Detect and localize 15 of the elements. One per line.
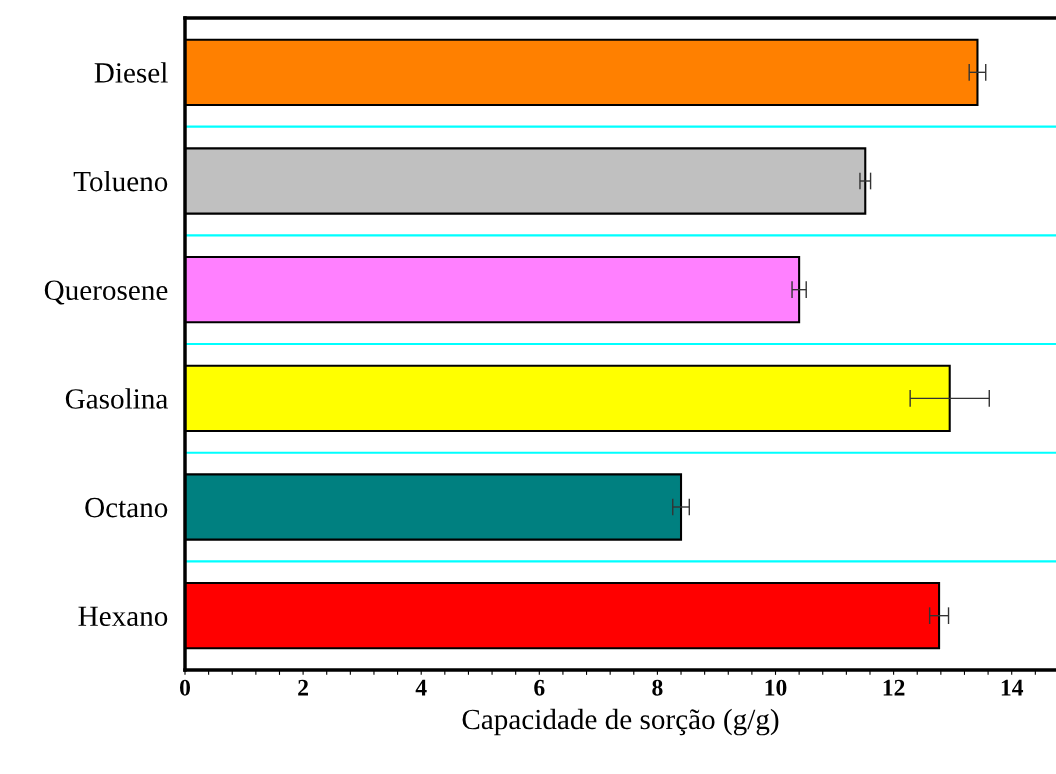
x-tick-label: 10 (765, 679, 787, 696)
x-tick-label: 0 (180, 679, 190, 696)
y-tick-label: Hexano (78, 606, 168, 627)
y-tick-label: Querosene (44, 280, 168, 305)
x-tick-label: 4 (415, 679, 427, 696)
y-tick-label: Octano (85, 497, 168, 518)
y-tick-label: Gasolina (65, 388, 168, 409)
x-axis-title: Capacidade de sorção (g/g) (462, 708, 779, 736)
y-tick-label: Tolueno (73, 170, 168, 192)
x-tick-label: 2 (298, 679, 308, 696)
x-tick-label: 8 (652, 679, 663, 696)
x-tick-label: 6 (534, 679, 545, 696)
x-tick-label: 12 (883, 679, 905, 696)
x-tick-label: 14 (1001, 679, 1024, 696)
y-tick-label: Diesel (94, 62, 168, 83)
